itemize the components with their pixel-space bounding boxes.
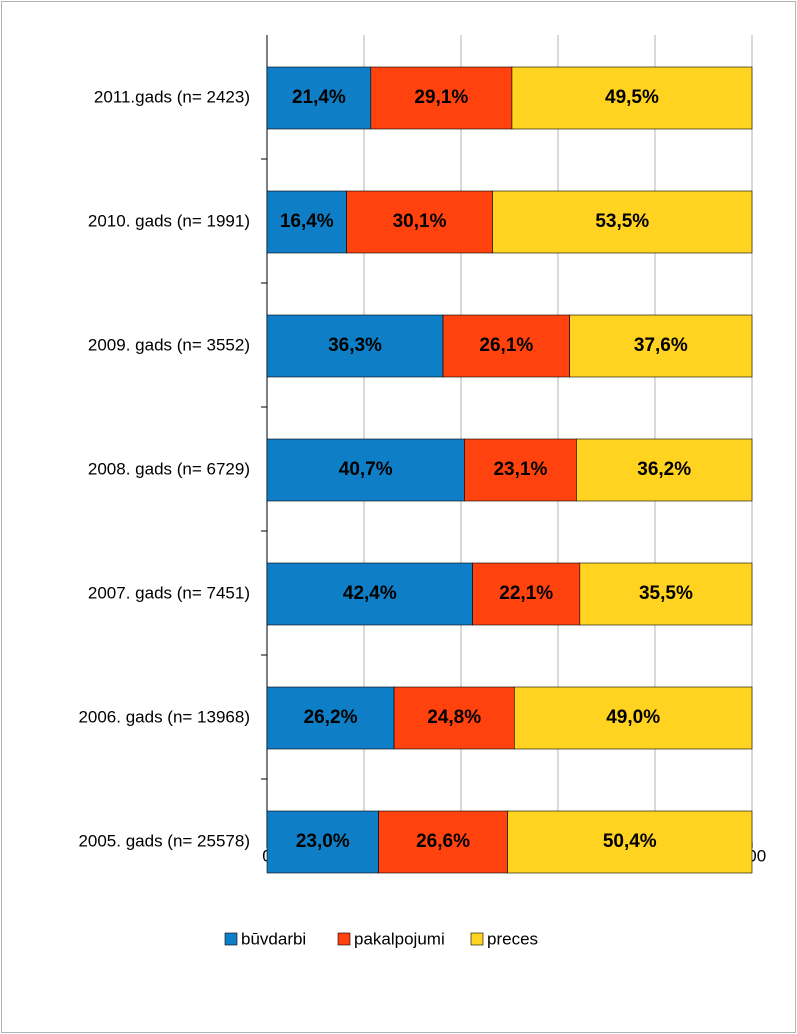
bar-segment (346, 190, 493, 254)
bar-segment (393, 686, 515, 750)
value-label: 49,5% (605, 87, 659, 108)
value-label: 53,5% (595, 211, 649, 232)
value-label: 26,1% (479, 335, 533, 356)
bar-segment (266, 686, 395, 750)
y-tick-label: 2010. gads (n= 1991) (88, 211, 250, 230)
bar-segment (266, 438, 465, 502)
legend-swatch (337, 932, 351, 946)
bar-segment (472, 562, 581, 626)
y-tick-label: 2005. gads (n= 25578) (78, 831, 250, 850)
value-label: 21,4% (292, 87, 346, 108)
bar-segment (464, 438, 577, 502)
legend-swatch (470, 932, 484, 946)
bar-segment (378, 810, 508, 874)
legend-label: preces (487, 929, 538, 948)
bar-segment (511, 66, 753, 130)
value-label: 23,1% (493, 459, 547, 480)
y-tick-label: 2008. gads (n= 6729) (88, 459, 250, 478)
value-label: 22,1% (499, 583, 553, 604)
value-label: 29,1% (414, 87, 468, 108)
value-label: 26,2% (304, 707, 358, 728)
bar-segment (266, 810, 379, 874)
value-label: 50,4% (603, 831, 657, 852)
value-label: 49,0% (606, 707, 660, 728)
value-label: 30,1% (393, 211, 447, 232)
value-label: 16,4% (280, 211, 334, 232)
bar-segment (370, 66, 513, 130)
y-tick-label: 2006. gads (n= 13968) (78, 707, 250, 726)
bar-segment (514, 686, 753, 750)
bar-segment (266, 562, 473, 626)
y-tick-label: 2007. gads (n= 7451) (88, 583, 250, 602)
value-label: 35,5% (639, 583, 693, 604)
value-label: 24,8% (427, 707, 481, 728)
bar-segment (442, 314, 570, 378)
legend-label: būvdarbi (241, 929, 306, 948)
legend-swatch (224, 932, 238, 946)
bar-segment (266, 314, 444, 378)
bar-segment (492, 190, 753, 254)
value-label: 40,7% (339, 459, 393, 480)
bar-segment (266, 190, 347, 254)
value-label: 23,0% (296, 831, 350, 852)
value-label: 36,2% (637, 459, 691, 480)
bar-segment (507, 810, 753, 874)
y-tick-label: 2011.gads (n= 2423) (94, 87, 250, 106)
y-tick-label: 2009. gads (n= 3552) (88, 335, 250, 354)
value-label: 36,3% (328, 335, 382, 356)
legend-label: pakalpojumi (354, 929, 445, 948)
value-label: 42,4% (343, 583, 397, 604)
bar-segment (576, 438, 753, 502)
bar-segment (266, 66, 372, 130)
value-label: 37,6% (634, 335, 688, 356)
value-label: 26,6% (416, 831, 470, 852)
bar-segment (569, 314, 753, 378)
bar-segment (579, 562, 753, 626)
